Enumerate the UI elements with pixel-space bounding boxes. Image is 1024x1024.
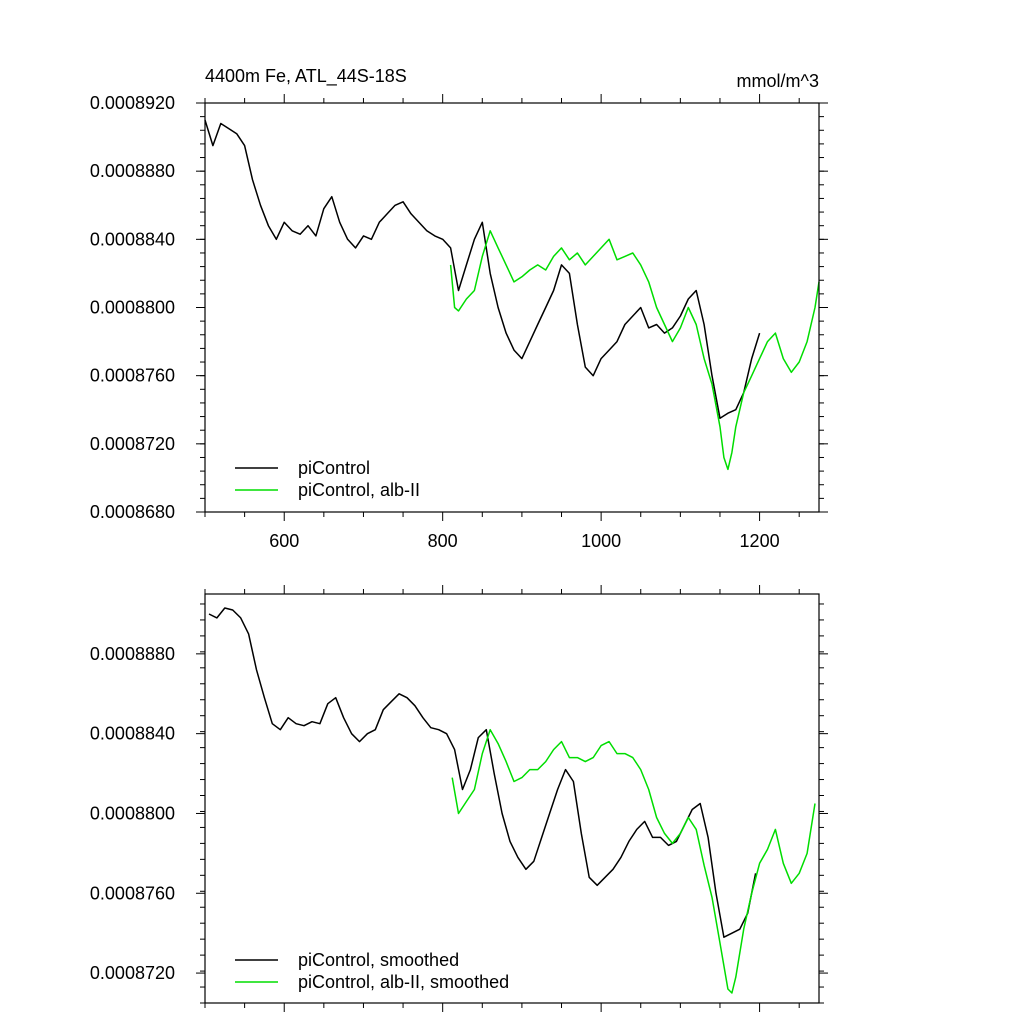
top-plot-area: 600 800 1000 1200 0.0008680 0.0008720 0.000876… — [90, 93, 828, 551]
series-line-picontrol-alb-ii-smoothed — [451, 728, 816, 994]
y-tick-label: 0.0008680 — [90, 502, 175, 522]
legend-label-picontrol-alb-ii: piControl, alb-II — [298, 480, 420, 500]
legend-label-picontrol-alb-ii-smoothed: piControl, alb-II, smoothed — [298, 972, 509, 992]
y-tick-label: 0.0008760 — [90, 366, 175, 386]
x-tick-label: 600 — [269, 531, 299, 551]
series-line-picontrol — [204, 119, 761, 420]
x-tick-label: 1000 — [581, 531, 621, 551]
legend-label-picontrol-smoothed: piControl, smoothed — [298, 950, 459, 970]
x-tick-label: 800 — [428, 531, 458, 551]
series-line-picontrol-alb-ii — [449, 230, 820, 471]
legend-label-picontrol: piControl — [298, 458, 370, 478]
y-tick-label: 0.0008720 — [90, 434, 175, 454]
y-tick-label: 0.0008880 — [90, 644, 175, 664]
top-legend: piControl piControl, alb-II — [235, 458, 420, 500]
y-tick-label: 0.0008920 — [90, 93, 175, 113]
bottom-plot-frame — [204, 593, 820, 1004]
y-tick-label: 0.0008840 — [90, 724, 175, 744]
top-plot-frame — [204, 102, 820, 513]
bottom-plot-area: 0.0008720 0.0008760 0.0008800 0.0008840 0.00… — [90, 585, 828, 1012]
top-panel: 4400m Fe, ATL_44S-18S mmol/m^3 600 800 100… — [90, 66, 828, 551]
units-label: mmol/m^3 — [737, 71, 819, 91]
y-tick-label: 0.0008840 — [90, 229, 175, 249]
y-tick-label: 0.0008800 — [90, 803, 175, 823]
bottom-panel: 0.0008720 0.0008760 0.0008800 0.0008840 0.00… — [90, 585, 828, 1012]
y-tick-label: 0.0008880 — [90, 161, 175, 181]
chart-title: 4400m Fe, ATL_44S-18S — [205, 66, 407, 87]
y-tick-label: 0.0008760 — [90, 883, 175, 903]
bottom-legend: piControl, smoothed piControl, alb-II, s… — [235, 950, 509, 992]
x-tick-label: 1200 — [740, 531, 780, 551]
y-tick-label: 0.0008720 — [90, 963, 175, 983]
y-tick-label: 0.0008800 — [90, 298, 175, 318]
series-line-picontrol-smoothed — [208, 607, 757, 938]
